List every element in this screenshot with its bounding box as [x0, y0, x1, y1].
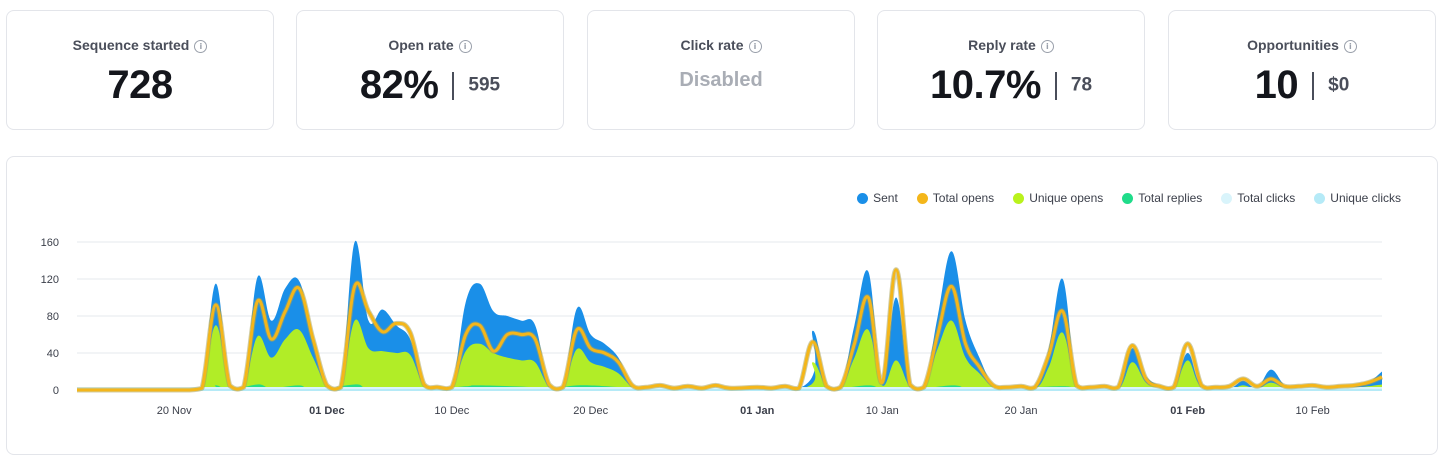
legend-dot: [916, 192, 928, 204]
legend-dot: [1122, 192, 1134, 204]
stat-value: 728: [107, 63, 173, 107]
stat-card-click-rate: Click rate i Disabled: [587, 10, 855, 130]
legend-label: Total opens: [932, 191, 995, 205]
stat-status: Disabled: [679, 69, 763, 91]
stat-value-row: 728: [7, 63, 273, 108]
legend-item-sent[interactable]: Sent: [857, 191, 898, 205]
legend-label: Unique opens: [1029, 191, 1104, 205]
y-tick-label: 160: [41, 237, 59, 249]
stat-title: Open rate i: [297, 37, 563, 53]
stat-card-opportunities: Opportunities i 10 $0: [1168, 10, 1436, 130]
x-tick-label: 01 Jan: [740, 405, 775, 417]
value-divider: [452, 71, 455, 100]
stat-value: 10.7%: [929, 63, 1041, 107]
y-tick-label: 80: [47, 311, 59, 323]
stat-card-reply-rate: Reply rate i 10.7% 78: [877, 10, 1145, 130]
legend-dot: [1314, 192, 1326, 204]
stat-sub-value: 78: [1070, 74, 1093, 96]
stat-value-row: 82% 595: [297, 63, 563, 108]
legend-item-unique-clicks[interactable]: Unique clicks: [1314, 191, 1401, 205]
x-tick-label: 10 Feb: [1295, 405, 1329, 417]
y-tick-label: 0: [53, 385, 59, 397]
y-tick-label: 120: [41, 274, 59, 286]
activity-chart[interactable]: 0 40 80 120 160 20 Nov 01 Dec 10 Dec 20 Dec 01 Ja…: [7, 157, 1437, 454]
stat-sub-value: $0: [1328, 74, 1350, 96]
series-line-total-opens: [77, 268, 1383, 392]
x-tick-label: 20 Nov: [157, 405, 192, 417]
chart-legend: Sent Total opens Unique opens Total repl…: [857, 191, 1401, 205]
legend-label: Unique clicks: [1330, 191, 1401, 205]
stat-value-row: 10 $0: [1169, 63, 1435, 108]
x-tick-label: 20 Dec: [573, 405, 608, 417]
info-icon[interactable]: i: [1343, 40, 1357, 53]
stat-value-row: 10.7% 78: [878, 63, 1144, 108]
stats-row: Sequence started i 728 Open rate i 82% 595 …: [6, 10, 1440, 132]
legend-label: Total replies: [1138, 191, 1203, 205]
stat-title: Sequence started i: [7, 37, 273, 53]
info-icon[interactable]: i: [1040, 40, 1054, 53]
stat-card-open-rate: Open rate i 82% 595: [296, 10, 564, 130]
x-tick-label: 10 Dec: [434, 405, 469, 417]
legend-label: Sent: [873, 191, 898, 205]
value-divider: [1312, 71, 1315, 100]
legend-dot: [1013, 192, 1025, 204]
x-tick-label: 20 Jan: [1005, 405, 1038, 417]
activity-chart-card: Sent Total opens Unique opens Total repl…: [6, 156, 1438, 455]
x-tick-label: 01 Feb: [1170, 405, 1205, 417]
stat-title: Click rate i: [588, 37, 854, 53]
stat-value-row: Disabled: [588, 63, 854, 91]
value-divider: [1054, 71, 1057, 100]
stat-sub-value: 595: [468, 74, 501, 96]
info-icon[interactable]: i: [748, 40, 762, 53]
stat-card-sequence-started: Sequence started i 728: [6, 10, 274, 130]
legend-label: Total clicks: [1237, 191, 1296, 205]
stat-value: 10: [1254, 63, 1299, 107]
stat-title: Opportunities i: [1169, 37, 1435, 53]
legend-item-unique-opens[interactable]: Unique opens: [1013, 191, 1103, 205]
series-area-unique-opens: [77, 319, 1382, 390]
x-tick-label: 10 Jan: [866, 405, 899, 417]
info-icon[interactable]: i: [194, 40, 208, 53]
legend-item-total-opens[interactable]: Total opens: [916, 191, 995, 205]
legend-dot: [1221, 192, 1233, 204]
legend-dot: [857, 192, 869, 204]
y-tick-label: 40: [47, 348, 59, 360]
stat-title: Reply rate i: [878, 37, 1144, 53]
legend-item-total-clicks[interactable]: Total clicks: [1221, 191, 1295, 205]
legend-item-total-replies[interactable]: Total replies: [1122, 191, 1202, 205]
info-icon[interactable]: i: [458, 40, 472, 53]
x-tick-label: 01 Dec: [309, 405, 344, 417]
stat-value: 82%: [359, 63, 439, 107]
